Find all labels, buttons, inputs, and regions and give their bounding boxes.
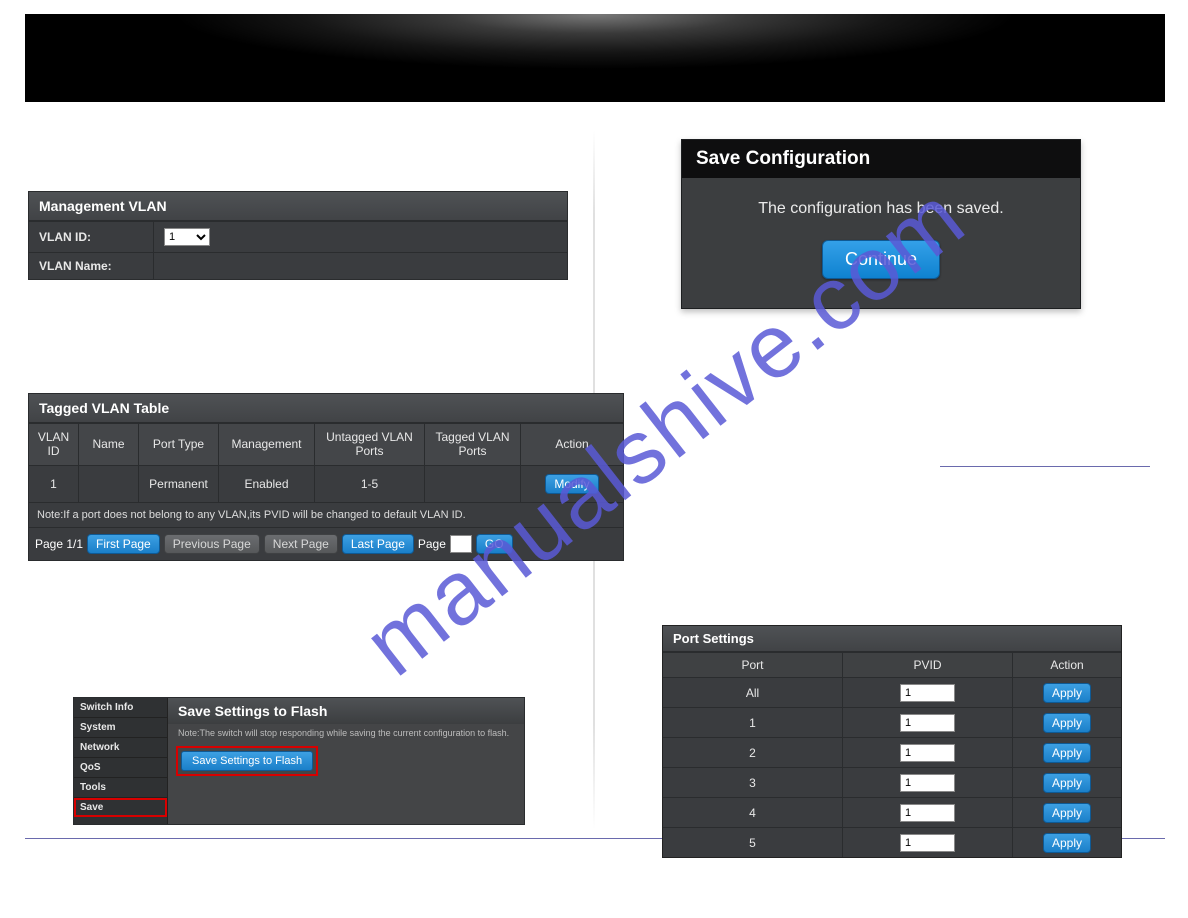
- pvid-cell: [843, 708, 1013, 737]
- pvid-cell: [843, 798, 1013, 827]
- save-configuration-message: The configuration has been saved.: [682, 200, 1080, 218]
- cell-tagged: [425, 466, 521, 502]
- sidebar-item-system[interactable]: System: [74, 718, 167, 738]
- next-page-button[interactable]: Next Page: [264, 534, 338, 554]
- vlan-id-select[interactable]: 1: [164, 228, 210, 246]
- apply-button[interactable]: Apply: [1043, 803, 1091, 823]
- col-port: Port: [663, 653, 843, 677]
- save-flash-main: Save Settings to Flash Note:The switch w…: [168, 698, 524, 824]
- port-row: 2 Apply: [663, 737, 1121, 767]
- cell-untagged: 1-5: [315, 466, 425, 502]
- apply-button[interactable]: Apply: [1043, 773, 1091, 793]
- col-action: Action: [521, 424, 623, 465]
- port-action-cell: Apply: [1013, 828, 1121, 857]
- pvid-cell: [843, 738, 1013, 767]
- pvid-input[interactable]: [900, 684, 955, 702]
- separator-line: [940, 466, 1150, 467]
- port-settings-title: Port Settings: [663, 626, 1121, 652]
- page-number-input[interactable]: [450, 535, 472, 553]
- tagged-vlan-panel: Tagged VLAN Table VLAN ID Name Port Type…: [28, 393, 624, 561]
- page-banner: [25, 14, 1165, 102]
- pvid-input[interactable]: [900, 804, 955, 822]
- port-row: 5 Apply: [663, 827, 1121, 857]
- previous-page-button[interactable]: Previous Page: [164, 534, 260, 554]
- last-page-button[interactable]: Last Page: [342, 534, 414, 554]
- cell-port-type: Permanent: [139, 466, 219, 502]
- port-settings-panel: Port Settings Port PVID Action AllApply1…: [662, 625, 1122, 858]
- page-indicator: Page 1/1: [35, 537, 83, 551]
- port-cell: 4: [663, 798, 843, 827]
- port-row: 1 Apply: [663, 707, 1121, 737]
- cell-name: [79, 466, 139, 502]
- port-cell: 1: [663, 708, 843, 737]
- pvid-input[interactable]: [900, 714, 955, 732]
- vlan-note: Note:If a port does not belong to any VL…: [29, 502, 623, 527]
- port-action-cell: Apply: [1013, 738, 1121, 767]
- col-pvid: PVID: [843, 653, 1013, 677]
- pvid-input[interactable]: [900, 834, 955, 852]
- pvid-input[interactable]: [900, 744, 955, 762]
- save-flash-note: Note:The switch will stop responding whi…: [168, 724, 524, 746]
- col-management: Management: [219, 424, 315, 465]
- apply-button[interactable]: Apply: [1043, 713, 1091, 733]
- page-text: Page: [418, 537, 446, 551]
- port-cell: 5: [663, 828, 843, 857]
- port-row: All Apply: [663, 677, 1121, 707]
- port-action-cell: Apply: [1013, 678, 1121, 707]
- pvid-cell: [843, 678, 1013, 707]
- apply-button[interactable]: Apply: [1043, 743, 1091, 763]
- port-action-cell: Apply: [1013, 708, 1121, 737]
- save-configuration-dialog: Save Configuration The configuration has…: [681, 139, 1081, 309]
- cell-action: Modify: [521, 466, 623, 502]
- first-page-button[interactable]: First Page: [87, 534, 160, 554]
- modify-button[interactable]: Modify: [545, 474, 598, 494]
- save-configuration-title: Save Configuration: [682, 140, 1080, 178]
- port-row: 3 Apply: [663, 767, 1121, 797]
- tagged-vlan-title: Tagged VLAN Table: [29, 394, 623, 423]
- sidebar-item-switch-info[interactable]: Switch Info: [74, 698, 167, 718]
- port-cell: 3: [663, 768, 843, 797]
- apply-button[interactable]: Apply: [1043, 683, 1091, 703]
- save-settings-to-flash-button[interactable]: Save Settings to Flash: [181, 751, 313, 771]
- cell-vlan-id: 1: [29, 466, 79, 502]
- col-vlan-id: VLAN ID: [29, 424, 79, 465]
- col-tagged: Tagged VLAN Ports: [425, 424, 521, 465]
- col-untagged: Untagged VLAN Ports: [315, 424, 425, 465]
- vlan-id-value-cell: 1: [154, 222, 567, 252]
- management-vlan-title: Management VLAN: [29, 192, 567, 221]
- pvid-cell: [843, 828, 1013, 857]
- col-name: Name: [79, 424, 139, 465]
- save-flash-sidebar: Switch Info System Network QoS Tools Sav…: [74, 698, 168, 824]
- vlan-name-label: VLAN Name:: [29, 253, 154, 279]
- management-vlan-panel: Management VLAN VLAN ID: 1 VLAN Name:: [28, 191, 568, 280]
- col-port-type: Port Type: [139, 424, 219, 465]
- sidebar-item-save[interactable]: Save: [74, 798, 167, 817]
- pvid-cell: [843, 768, 1013, 797]
- port-action-cell: Apply: [1013, 768, 1121, 797]
- port-action-cell: Apply: [1013, 798, 1121, 827]
- port-row: 4 Apply: [663, 797, 1121, 827]
- pager-row: Page 1/1 First Page Previous Page Next P…: [29, 527, 623, 560]
- port-cell: 2: [663, 738, 843, 767]
- cell-management: Enabled: [219, 466, 315, 502]
- pvid-input[interactable]: [900, 774, 955, 792]
- vlan-name-value: [154, 253, 567, 279]
- sidebar-item-network[interactable]: Network: [74, 738, 167, 758]
- sidebar-item-qos[interactable]: QoS: [74, 758, 167, 778]
- save-flash-title: Save Settings to Flash: [168, 698, 524, 724]
- vlan-id-label: VLAN ID:: [29, 222, 154, 252]
- apply-button[interactable]: Apply: [1043, 833, 1091, 853]
- save-flash-panel: Switch Info System Network QoS Tools Sav…: [73, 697, 525, 825]
- go-button[interactable]: GO: [476, 534, 513, 554]
- sidebar-item-tools[interactable]: Tools: [74, 778, 167, 798]
- col-port-action: Action: [1013, 653, 1121, 677]
- continue-button[interactable]: Continue: [822, 240, 940, 279]
- save-flash-button-highlight: Save Settings to Flash: [176, 746, 318, 776]
- port-cell: All: [663, 678, 843, 707]
